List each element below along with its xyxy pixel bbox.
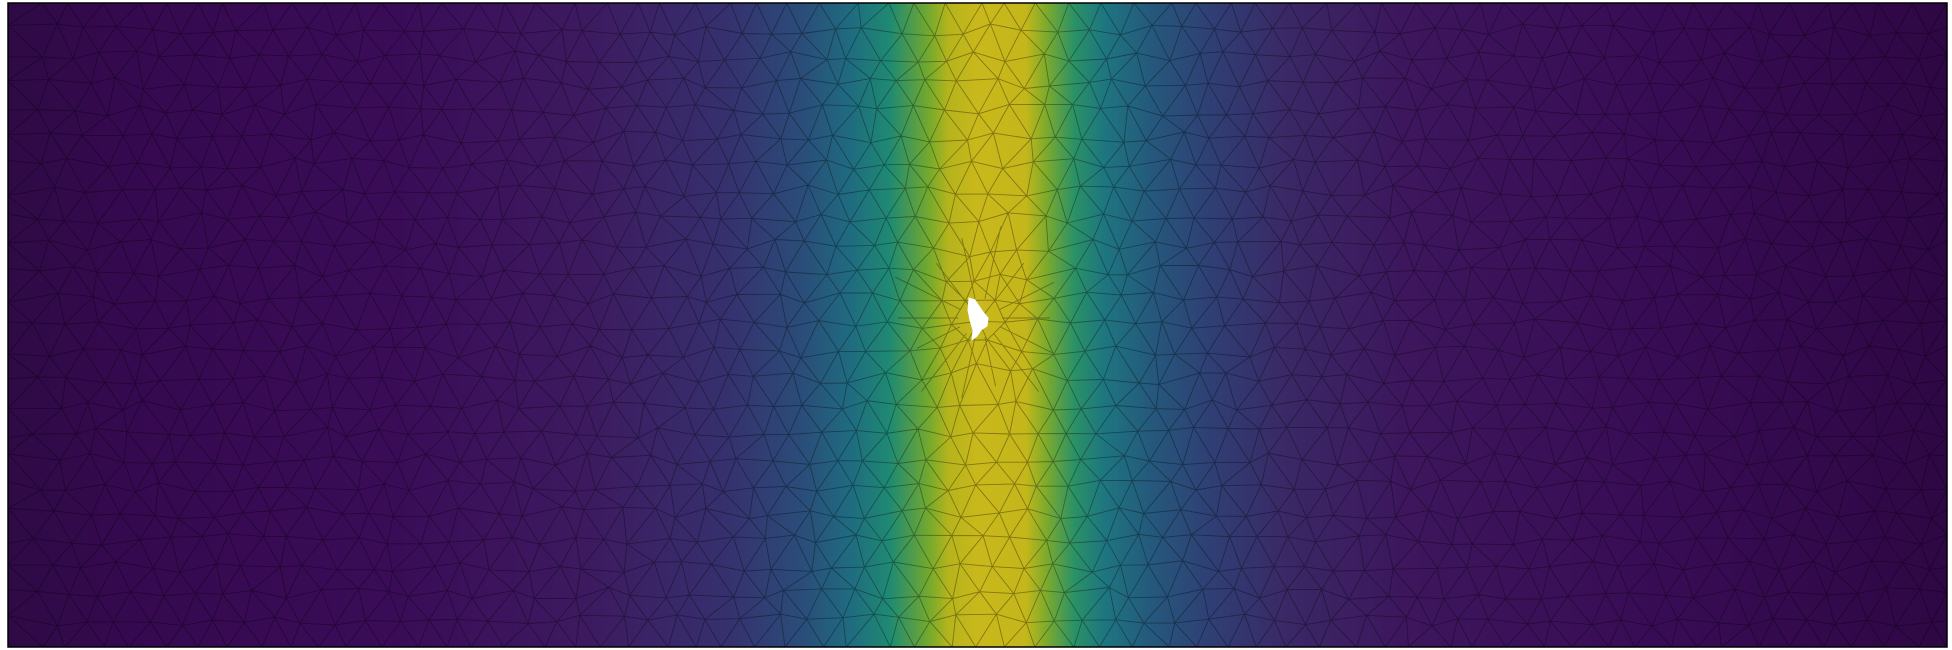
- plot-border: [7, 2, 1948, 648]
- mesh-edge-lines: [8, 3, 1947, 647]
- mesh-edges: [8, 3, 1947, 647]
- mesh-hole: [967, 297, 989, 342]
